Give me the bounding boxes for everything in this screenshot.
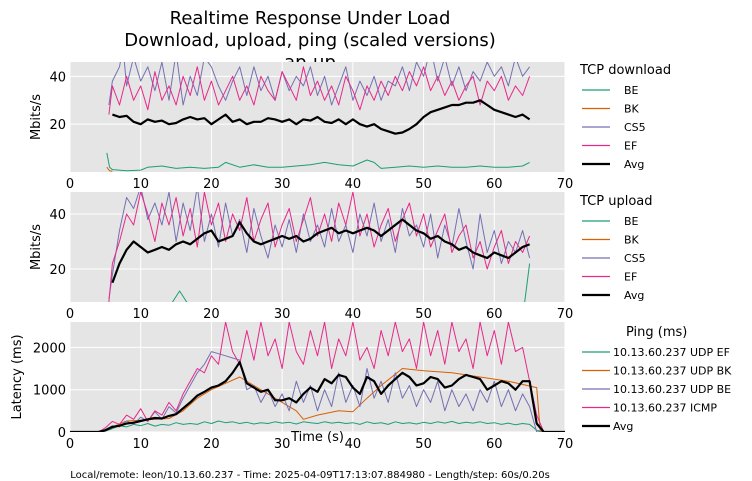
x-tick-label: 50 — [415, 307, 432, 322]
x-tick-label: 20 — [203, 307, 220, 322]
legend-ping: Ping (ms) 10.13.60.237 UDP EF 10.13.60.237… — [582, 325, 732, 433]
legend-label: Avg — [613, 420, 633, 433]
x-tick-label: 40 — [345, 307, 362, 322]
panel-ping: 0 10 20 30 40 50 60 70 0 1000 2000 Latency (ms) Time… — [10, 322, 732, 452]
series-line-avg — [70, 361, 565, 432]
legend-upload: TCP upload BE BK CS5 EF Avg — [579, 194, 653, 302]
legend-label: BK — [624, 103, 640, 116]
x-tick-label: 20 — [203, 177, 220, 192]
legend-label: 10.13.60.237 UDP BE — [613, 383, 731, 396]
y-tick-label: 40 — [49, 70, 66, 85]
x-tick-label: 50 — [415, 177, 432, 192]
x-axis-label: Time (s) — [290, 430, 344, 445]
x-tick-label: 0 — [66, 307, 74, 322]
series-line-10-13-60-237-udp-ef — [70, 420, 565, 432]
legend-label: Avg — [624, 289, 644, 302]
x-tick-label: 10 — [132, 307, 149, 322]
x-tick-label: 50 — [415, 437, 432, 452]
panel-download: 0 10 20 30 40 50 60 70 20 40 Mbits/s TCP download BE… — [29, 62, 671, 192]
legend-label: 10.13.60.237 ICMP — [613, 402, 717, 415]
series-line-be — [171, 263, 531, 302]
plot-area-upload — [70, 192, 565, 302]
series-line-bk — [106, 166, 113, 172]
x-tick-label: 0 — [66, 437, 74, 452]
x-tick-label: 10 — [132, 437, 149, 452]
legend-title: TCP upload — [579, 194, 653, 209]
series-line-avg — [112, 99, 531, 135]
legend-label: BE — [624, 215, 639, 228]
x-tick-label: 60 — [486, 437, 503, 452]
panel-upload: 0 10 20 30 40 50 60 70 20 40 Mbits/s TCP upload BE BK… — [29, 192, 653, 322]
legend-label: CS5 — [624, 121, 646, 134]
legend-label: BK — [624, 234, 640, 247]
series-line-be — [106, 152, 530, 172]
x-tick-label: 0 — [66, 177, 74, 192]
x-tick-label: 30 — [274, 177, 291, 192]
y-axis-label: Latency (ms) — [10, 334, 25, 419]
series-line-cs5 — [108, 62, 531, 106]
legend-label: 10.13.60.237 UDP BK — [613, 365, 732, 378]
x-tick-label: 70 — [557, 307, 574, 322]
series-line-bk — [112, 313, 211, 319]
series-group-ping — [70, 322, 565, 432]
y-axis-label: Mbits/s — [29, 94, 44, 140]
series-line-10-13-60-237-icmp — [70, 322, 565, 432]
series-group-download — [106, 62, 531, 172]
y-tick-label: 40 — [49, 208, 66, 223]
series-group-upload — [108, 192, 531, 319]
chart-title-line-2: Download, upload, ping (scaled versions) — [124, 30, 496, 51]
x-tick-label: 30 — [274, 307, 291, 322]
footer-caption: Local/remote: leon/10.13.60.237 - Time: … — [70, 470, 550, 481]
legend-label: EF — [624, 140, 637, 153]
series-line-ef — [108, 192, 531, 302]
legend-title: Ping (ms) — [626, 325, 687, 340]
y-tick-label: 20 — [49, 263, 66, 278]
y-tick-label: 1000 — [33, 384, 66, 399]
series-line-cs5 — [108, 192, 531, 300]
legend-label: BE — [624, 84, 639, 97]
series-line-avg — [111, 218, 530, 284]
x-tick-label: 40 — [345, 177, 362, 192]
legend-download: TCP download BE BK CS5 EF Avg — [579, 63, 671, 171]
x-tick-label: 20 — [203, 437, 220, 452]
legend-label: EF — [624, 271, 637, 284]
x-tick-label: 40 — [345, 437, 362, 452]
x-tick-label: 60 — [486, 177, 503, 192]
series-line-10-13-60-237-udp-be — [70, 351, 565, 432]
legend-title: TCP download — [579, 63, 671, 78]
x-tick-label: 70 — [557, 177, 574, 192]
series-line-ef — [108, 66, 531, 115]
y-axis-label: Mbits/s — [29, 224, 44, 270]
x-tick-label: 70 — [557, 437, 574, 452]
x-tick-label: 10 — [132, 177, 149, 192]
x-tick-label: 30 — [274, 437, 291, 452]
x-tick-label: 60 — [486, 307, 503, 322]
legend-label: Avg — [624, 158, 644, 171]
chart-title-line-1: Realtime Response Under Load — [169, 8, 451, 29]
y-tick-label: 20 — [49, 118, 66, 133]
y-tick-label: 0 — [58, 426, 66, 441]
y-tick-label: 2000 — [33, 341, 66, 356]
legend-label: 10.13.60.237 UDP EF — [613, 346, 730, 359]
legend-label: CS5 — [624, 252, 646, 265]
